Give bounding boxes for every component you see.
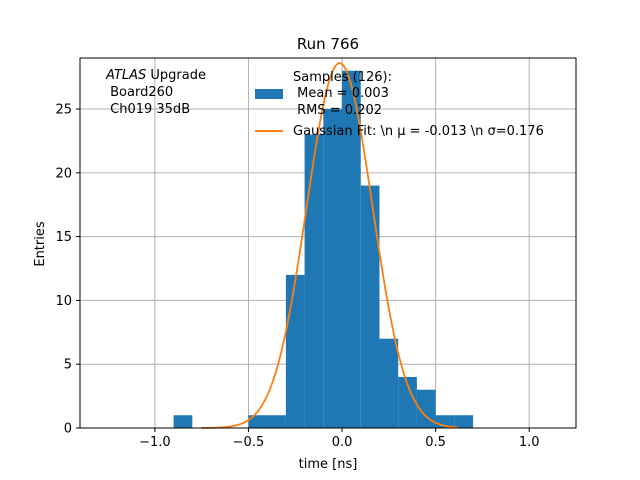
histogram-bar <box>304 134 324 428</box>
histogram-bars <box>173 70 474 429</box>
legend-samples-line-2: Mean = 0.003 <box>293 86 389 101</box>
annotation-line-2: Board260 <box>106 85 173 100</box>
histogram-bar <box>173 415 193 428</box>
histogram-bar <box>454 415 474 428</box>
legend-samples-line-1: Samples (126): <box>293 70 392 85</box>
histogram-bar <box>285 274 305 428</box>
histogram-bar <box>342 70 361 429</box>
annotation-line-3: Ch019 35dB <box>106 102 190 117</box>
upgrade-text: Upgrade <box>146 68 206 83</box>
histogram-bar <box>379 338 399 428</box>
x-tick-label: −0.5 <box>233 435 265 450</box>
y-tick-label: 20 <box>55 166 72 181</box>
legend: Samples (126): Mean = 0.003 RMS = 0.202 … <box>255 70 544 139</box>
axes-frame <box>79 57 577 429</box>
y-tick-label: 10 <box>55 294 72 309</box>
x-tick-label: −1.0 <box>139 435 171 450</box>
atlas-italic-text: ATLAS <box>105 68 146 83</box>
y-tick-label: 0 <box>64 422 72 437</box>
chart-title: Run 766 <box>297 35 359 53</box>
x-tick-label: 1.0 <box>519 435 540 450</box>
y-tick-label: 15 <box>55 230 72 245</box>
y-tick-label: 5 <box>64 358 72 373</box>
histogram-bar <box>323 109 343 428</box>
legend-samples-patch <box>255 89 283 99</box>
gaussian-fit <box>201 62 459 429</box>
legend-samples-line-3: RMS = 0.202 <box>293 103 382 118</box>
x-axis-ticks: −1.0 −0.5 0.0 0.5 1.0 <box>139 428 540 450</box>
y-axis-label: Entries <box>33 221 48 267</box>
histogram-bar <box>248 415 286 428</box>
histogram-bar <box>360 185 380 428</box>
x-tick-label: 0.0 <box>332 435 353 450</box>
atlas-annotation: ATLAS Upgrade Board260 Ch019 35dB <box>105 68 206 117</box>
annotation-line-1: ATLAS Upgrade <box>105 68 206 83</box>
y-axis-ticks: 0 5 10 15 20 25 <box>55 103 80 437</box>
gaussian-fit-curve <box>201 62 459 429</box>
x-tick-label: 0.5 <box>425 435 446 450</box>
x-axis-label: time [ns] <box>299 457 358 472</box>
legend-fit-label: Gaussian Fit: \n μ = -0.013 \n σ=0.176 <box>293 124 544 139</box>
histogram-bar <box>416 389 436 428</box>
histogram-bar <box>398 376 417 428</box>
y-tick-label: 25 <box>55 103 72 118</box>
